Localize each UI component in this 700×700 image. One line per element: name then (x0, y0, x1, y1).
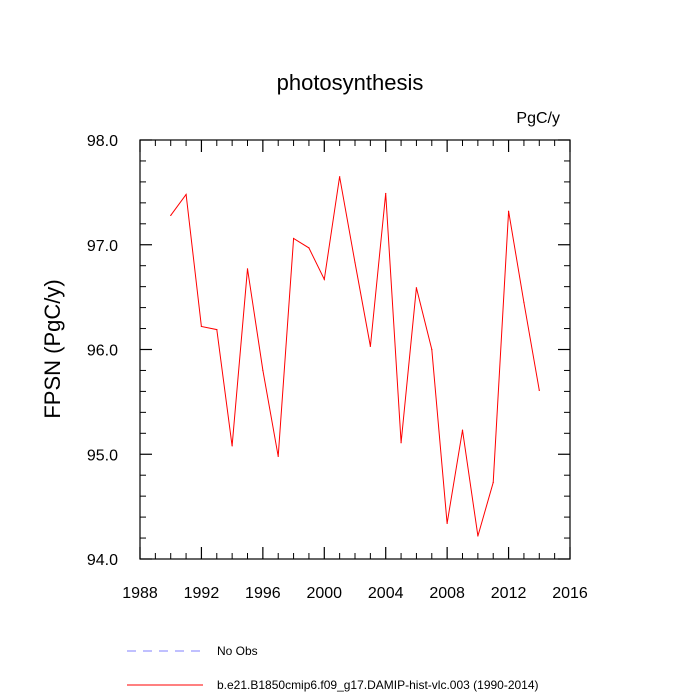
x-tick-label: 2004 (368, 585, 404, 602)
x-tick-label: 2008 (429, 585, 465, 602)
legend: No Obs b.e21.B1850cmip6.f09_g17.DAMIP-his… (127, 644, 539, 692)
y-axis-label: FPSN (PgC/y) (40, 279, 65, 418)
data-point (538, 389, 540, 391)
data-point (170, 214, 172, 217)
x-tick-label: 2000 (306, 585, 342, 602)
x-tick-label: 2012 (491, 585, 527, 602)
plot-frame (139, 139, 571, 560)
y-tick-label: 97.0 (87, 238, 118, 255)
data-point (292, 237, 295, 240)
data-point (339, 176, 341, 178)
data-point (216, 328, 218, 331)
data-point (308, 247, 310, 249)
data-point (461, 429, 464, 431)
x-tick-label: 1996 (245, 585, 281, 602)
x-tick-label: 1988 (122, 585, 158, 602)
y-tick-label: 96.0 (87, 343, 118, 360)
data-point (415, 287, 418, 289)
y-tick-label: 94.0 (87, 552, 118, 569)
legend-label: No Obs (217, 644, 258, 658)
data-point (262, 369, 264, 372)
tick-labels: 1988 1992 1996 2000 2004 2008 2012 2016 94.0 95.0… (87, 133, 588, 602)
axis-ticks (139, 139, 571, 560)
series-line (170, 176, 540, 537)
data-point (231, 445, 233, 447)
units-label: PgC/y (516, 110, 560, 127)
data-point (277, 455, 279, 457)
data-point (400, 442, 402, 444)
data-point (369, 345, 371, 347)
data-point (354, 261, 356, 264)
y-tick-label: 98.0 (87, 133, 118, 150)
data-point (446, 522, 448, 524)
chart-title: photosynthesis (277, 70, 424, 95)
data-point (431, 348, 433, 351)
data-point (385, 192, 387, 195)
data-point (492, 481, 494, 484)
y-tick-label: 95.0 (87, 447, 118, 464)
data-point (246, 268, 249, 270)
legend-label: b.e21.B1850cmip6.f09_g17.DAMIP-hist-vlc.… (217, 678, 539, 692)
data-point (477, 535, 479, 537)
x-tick-label: 2016 (552, 585, 588, 602)
data-point (323, 278, 325, 280)
data-point (200, 325, 203, 328)
data-series (170, 176, 540, 537)
x-tick-label: 1992 (184, 585, 220, 602)
data-point (523, 301, 525, 303)
data-point (185, 193, 187, 196)
data-point (507, 210, 510, 212)
